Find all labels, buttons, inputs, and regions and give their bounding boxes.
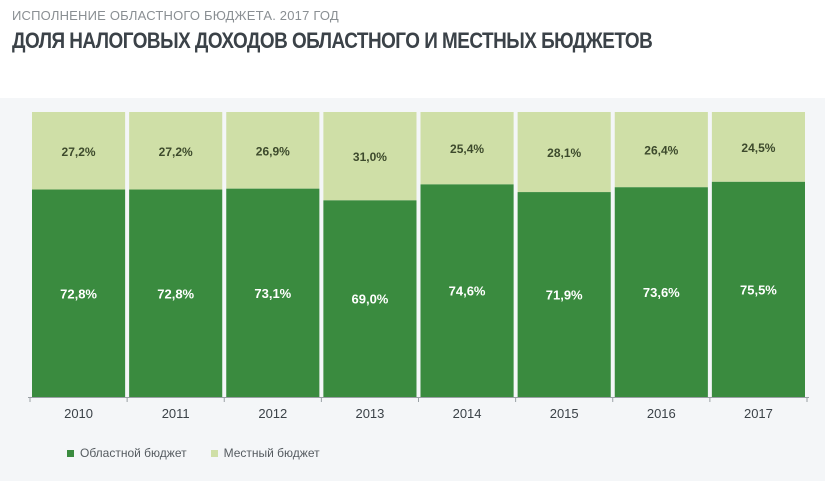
- chart-title: ДОЛЯ НАЛОГОВЫХ ДОХОДОВ ОБЛАСТНОГО И МЕСТ…: [12, 28, 653, 53]
- bar-regional-2013: [323, 200, 417, 397]
- data-label-local-2014: 25,4%: [450, 142, 484, 156]
- data-label-local-2010: 27,2%: [62, 145, 96, 159]
- data-label-regional-2013: 69,0%: [352, 292, 389, 307]
- legend-item-local: Местный бюджет: [210, 446, 320, 460]
- bar-local-2013: [323, 112, 417, 201]
- x-tick-label-2016: 2016: [647, 406, 676, 421]
- x-tick-label-2015: 2015: [550, 406, 579, 421]
- bar-regional-2016: [614, 187, 708, 397]
- bar-regional-2010: [32, 189, 126, 397]
- data-label-local-2015: 28,1%: [547, 146, 581, 160]
- x-tick-label-2017: 2017: [744, 406, 773, 421]
- x-tick-label-2010: 2010: [64, 406, 93, 421]
- data-label-regional-2016: 73,6%: [643, 285, 680, 300]
- data-label-regional-2011: 72,8%: [157, 286, 194, 301]
- legend-swatch-regional: [67, 449, 74, 457]
- x-tick-label-2013: 2013: [355, 406, 384, 421]
- data-label-local-2017: 24,5%: [741, 141, 775, 155]
- bar-regional-2012: [226, 188, 320, 397]
- data-label-local-2013: 31,0%: [353, 150, 387, 164]
- data-label-regional-2015: 71,9%: [546, 288, 583, 303]
- data-label-regional-2010: 72,8%: [60, 286, 97, 301]
- legend-label-regional: Областной бюджет: [80, 446, 187, 460]
- chart-legend: Областной бюджет Местный бюджет: [67, 446, 344, 460]
- bar-local-2012: [226, 112, 320, 189]
- data-label-regional-2017: 75,5%: [740, 282, 777, 297]
- x-tick-label-2014: 2014: [453, 406, 482, 421]
- legend-label-local: Местный бюджет: [223, 446, 320, 460]
- data-label-regional-2012: 73,1%: [254, 286, 291, 301]
- chart-supertitle: ИСПОЛНЕНИЕ ОБЛАСТНОГО БЮДЖЕТА. 2017 ГОД: [12, 8, 339, 23]
- bar-local-2017: [711, 112, 805, 182]
- bar-regional-2017: [711, 181, 805, 397]
- bar-regional-2014: [420, 184, 514, 397]
- bar-local-2011: [129, 112, 223, 190]
- data-label-local-2011: 27,2%: [159, 145, 193, 159]
- data-label-local-2012: 26,9%: [256, 144, 290, 158]
- bar-local-2016: [614, 112, 708, 188]
- bar-local-2014: [420, 112, 514, 185]
- data-label-regional-2014: 74,6%: [449, 284, 486, 299]
- x-tick-label-2012: 2012: [258, 406, 287, 421]
- legend-swatch-local: [210, 449, 218, 457]
- x-tick-label-2011: 2011: [162, 406, 190, 421]
- bar-regional-2011: [129, 189, 223, 397]
- bar-local-2010: [32, 112, 126, 190]
- legend-item-regional: Областной бюджет: [67, 446, 187, 460]
- bar-local-2015: [517, 112, 611, 193]
- data-label-local-2016: 26,4%: [644, 144, 678, 158]
- bar-regional-2015: [517, 192, 611, 397]
